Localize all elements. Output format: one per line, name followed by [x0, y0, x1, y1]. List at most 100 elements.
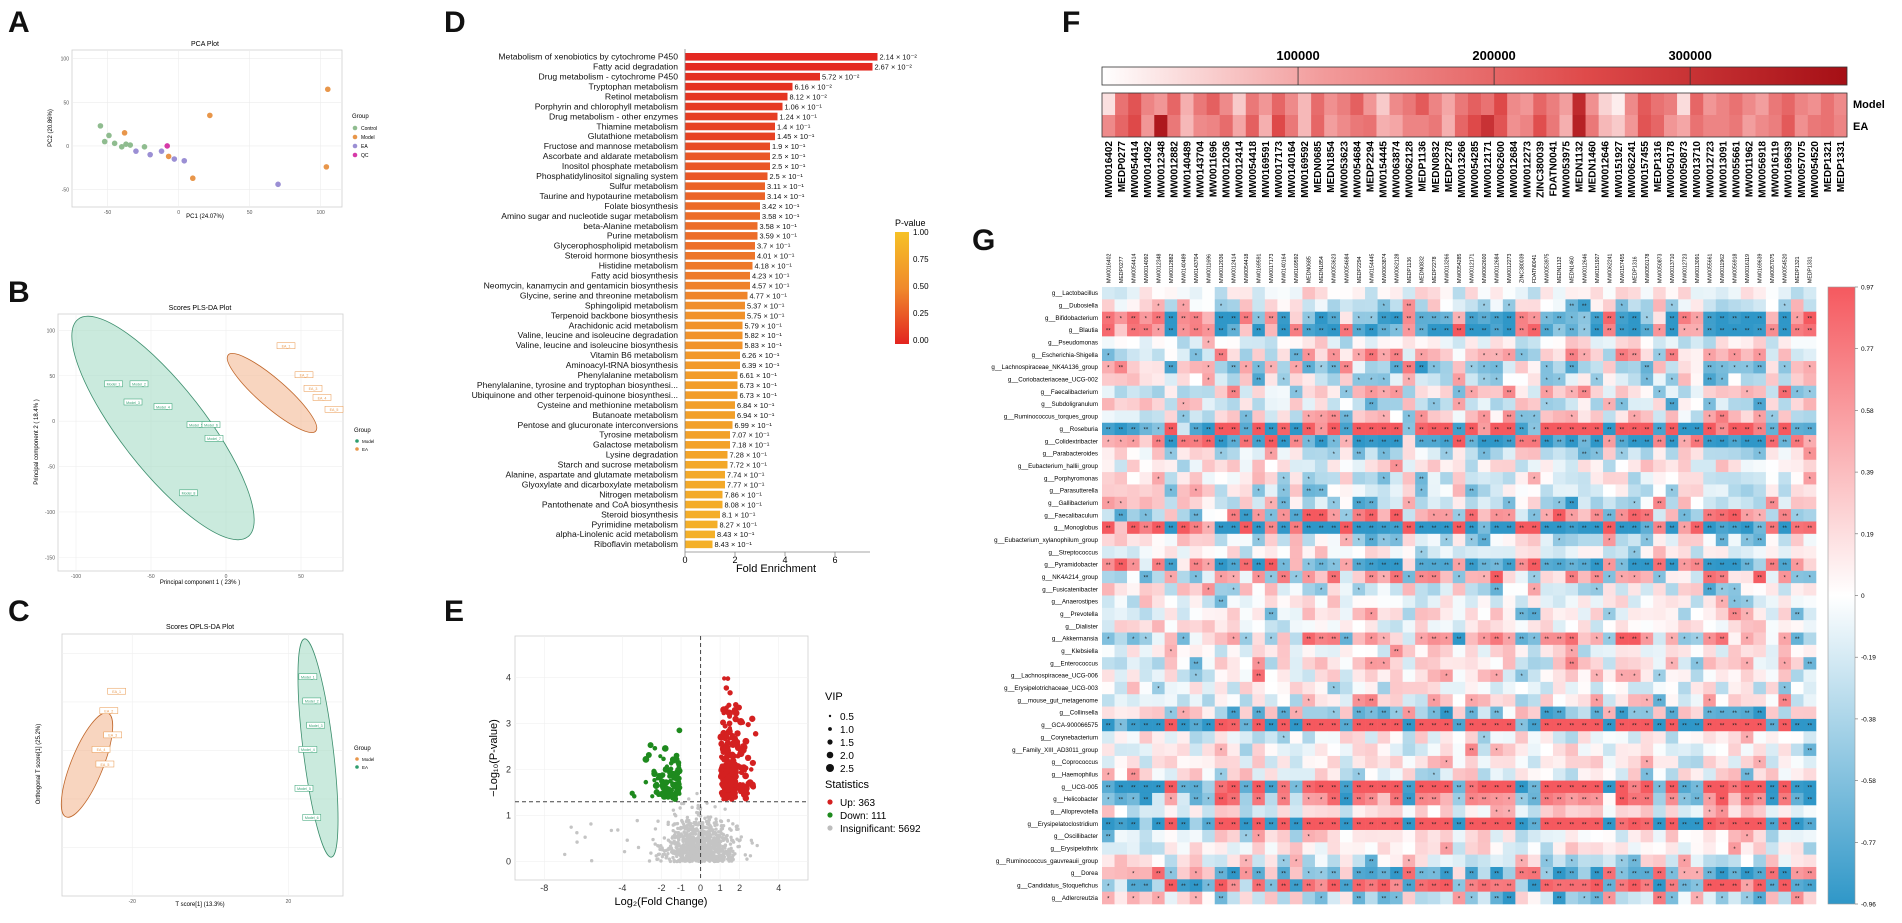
heatmap-g-cell	[1252, 496, 1266, 510]
heatmap-g-cell	[1678, 805, 1692, 818]
enrichment-category-label: Sulfur metabolism	[609, 181, 678, 191]
heatmap-f-column-label: MW0013266	[1457, 141, 1468, 198]
heatmap-g-star: **	[1181, 316, 1186, 322]
heatmap-g-cell	[1790, 805, 1804, 818]
heatmap-f-cell-model	[1598, 93, 1613, 115]
heatmap-g-cell	[1239, 644, 1253, 658]
heatmap-g-cell	[1703, 484, 1717, 498]
heatmap-f-cell-ea	[1337, 115, 1351, 137]
heatmap-g-cell	[1690, 484, 1704, 498]
heatmap-g-cell	[1527, 336, 1541, 349]
volcano-point-insignificant	[731, 849, 735, 854]
volcano-point-up	[727, 726, 733, 731]
heatmap-g-cell	[1277, 336, 1291, 349]
heatmap-g-cell	[1552, 410, 1566, 424]
pca-point	[189, 175, 196, 182]
heatmap-g-cell	[1114, 336, 1128, 349]
volcano-vip-size-label: 2.0	[840, 751, 854, 762]
heatmap-g-cell	[1728, 743, 1742, 757]
heatmap-g-cell	[1239, 879, 1253, 892]
heatmap-g-cell	[1114, 829, 1128, 843]
volcano-point-up	[730, 790, 735, 796]
volcano-point-up	[728, 778, 735, 785]
heatmap-g-cell	[1415, 583, 1428, 596]
heatmap-g-cell	[1377, 607, 1391, 621]
enrichment-category-label: Lysine degradation	[606, 450, 679, 460]
heatmap-g-cell	[1803, 287, 1817, 300]
heatmap-g-cell	[1377, 829, 1391, 843]
heatmap-g-cell	[1615, 410, 1629, 424]
heatmap-g-cell	[1515, 755, 1529, 769]
heatmap-g-cell	[1465, 398, 1479, 411]
heatmap-f-cell-ea	[1441, 115, 1456, 137]
volcano-point-insignificant	[728, 842, 733, 846]
heatmap-g-cell	[1177, 694, 1190, 707]
heatmap-g-cell	[1377, 743, 1391, 757]
heatmap-g-cell	[1477, 595, 1491, 609]
heatmap-g-cell	[1477, 583, 1491, 596]
volcano-point-insignificant	[726, 854, 731, 858]
heatmap-g-cell	[1502, 829, 1516, 843]
heatmap-g-cell	[1477, 829, 1491, 843]
heatmap-g-cell	[1202, 410, 1216, 424]
enrichment-x-tick: 2	[732, 555, 737, 565]
heatmap-f-cell-ea	[1350, 115, 1364, 137]
heatmap-g-cell	[1728, 496, 1742, 510]
volcano-point-insignificant	[684, 853, 689, 858]
heatmap-g-cell	[1314, 842, 1328, 855]
heatmap-f-cell-ea	[1520, 115, 1534, 137]
heatmap-g-cell	[1615, 583, 1629, 596]
heatmap-g-cell	[1765, 348, 1779, 362]
heatmap-g-cell	[1477, 854, 1491, 868]
heatmap-g-cell	[1477, 398, 1491, 411]
heatmap-g-cell	[1527, 287, 1541, 300]
pca-x-tick: 50	[247, 210, 253, 216]
heatmap-g-cell	[1127, 361, 1140, 374]
heatmap-g-cell	[1653, 459, 1666, 473]
heatmap-g-cell	[1352, 681, 1366, 695]
heatmap-g-cell	[1352, 620, 1366, 633]
heatmap-g-cell	[1177, 373, 1190, 387]
heatmap-g-cell	[1302, 620, 1316, 633]
heatmap-f-cell-ea	[1677, 115, 1691, 137]
heatmap-g-cell	[1778, 805, 1792, 818]
heatmap-g-cell	[1603, 583, 1616, 596]
heatmap-g-cell	[1578, 533, 1591, 547]
heatmap-g-cell	[1202, 768, 1216, 781]
heatmap-f-cell-model	[1650, 93, 1665, 115]
heatmap-g-cell	[1440, 570, 1454, 584]
heatmap-g-cell	[1540, 829, 1554, 843]
heatmap-g-cell	[1728, 731, 1742, 744]
heatmap-g-star: **	[1720, 329, 1725, 335]
heatmap-g-column-label: MW0143704	[1194, 253, 1200, 283]
plsda-point-label: Model_1	[107, 383, 121, 387]
heatmap-g-cell	[1615, 620, 1629, 633]
heatmap-g-cell	[1127, 731, 1140, 744]
heatmap-f-cell-model	[1232, 93, 1247, 115]
heatmap-g-cell	[1152, 570, 1165, 584]
heatmap-g-column-labels: MW0016402 MEDP0277 MW0054414 MW0014092 MW001…	[1106, 253, 1813, 283]
heatmap-g-cell	[1152, 706, 1165, 720]
heatmap-g-cell	[1790, 854, 1804, 868]
heatmap-g-cell	[1490, 694, 1504, 707]
plsda-point-label-box	[179, 489, 198, 497]
heatmap-g-cell	[1653, 607, 1666, 621]
heatmap-g-cell	[1790, 755, 1804, 769]
heatmap-g-star: **	[1732, 316, 1737, 322]
heatmap-g-cell	[1665, 385, 1679, 399]
heatmap-g-star: **	[1757, 316, 1762, 322]
volcano-point-insignificant	[660, 854, 665, 859]
heatmap-g-cell	[1227, 829, 1241, 843]
volcano-point-up	[724, 705, 729, 711]
heatmap-g-cell	[1327, 694, 1341, 707]
heatmap-g-cell	[1402, 583, 1416, 596]
volcano-point-insignificant	[717, 838, 722, 843]
heatmap-g-cell	[1452, 533, 1466, 547]
heatmap-g-cell	[1139, 472, 1153, 485]
heatmap-g-cell	[1427, 459, 1441, 473]
heatmap-g-cell	[1314, 829, 1328, 843]
heatmap-g-cell	[1565, 373, 1579, 387]
volcano-y-tick: 2	[506, 765, 511, 775]
heatmap-g-cell	[1440, 743, 1454, 757]
heatmap-f-column-label: MW0062128	[1405, 141, 1416, 198]
